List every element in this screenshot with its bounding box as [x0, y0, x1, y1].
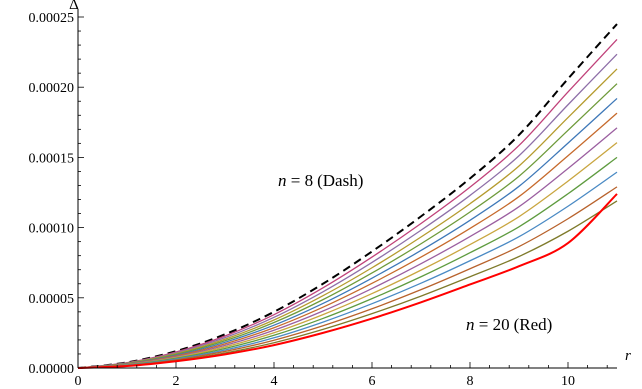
- y-tick-label: 0.00000: [29, 362, 75, 377]
- series-line-14: [77, 193, 618, 369]
- series-line-1: [77, 23, 618, 369]
- y-tick-label: 0.00020: [29, 81, 75, 96]
- annotation-n20: n = 20 (Red): [466, 315, 552, 334]
- series-line-3: [77, 53, 618, 369]
- x-tick-label: 4: [271, 374, 278, 389]
- series-line-9: [77, 142, 618, 369]
- axes: 0 2 4 6 8 10 0.00000 0.00005 0.00010 0.00015 0.000…: [29, 0, 632, 389]
- series-line-7: [77, 112, 618, 369]
- x-tick-label: 8: [467, 374, 474, 389]
- x-tick-label: 6: [369, 374, 376, 389]
- x-tick-label: 10: [561, 374, 575, 389]
- x-axis-label: r: [625, 348, 631, 364]
- x-tick-label: 2: [173, 374, 180, 389]
- y-tick-label: 0.00005: [29, 292, 75, 307]
- y-tick-label: 0.00010: [29, 222, 75, 237]
- series-line-6: [77, 97, 618, 369]
- series-line-5: [77, 83, 618, 369]
- y-tick-label: 0.00015: [29, 151, 75, 166]
- annotations: n = 8 (Dash) n = 20 (Red): [278, 171, 552, 334]
- annotation-n8: n = 8 (Dash): [278, 171, 363, 190]
- series-line-4: [77, 68, 618, 369]
- y-axis-label: Δ: [69, 0, 79, 13]
- y-tick-label: 0.00025: [29, 11, 75, 26]
- plot-area: [77, 23, 618, 369]
- series-line-11: [77, 171, 618, 369]
- series-line-2: [77, 39, 618, 369]
- x-tick-label: 0: [75, 374, 82, 389]
